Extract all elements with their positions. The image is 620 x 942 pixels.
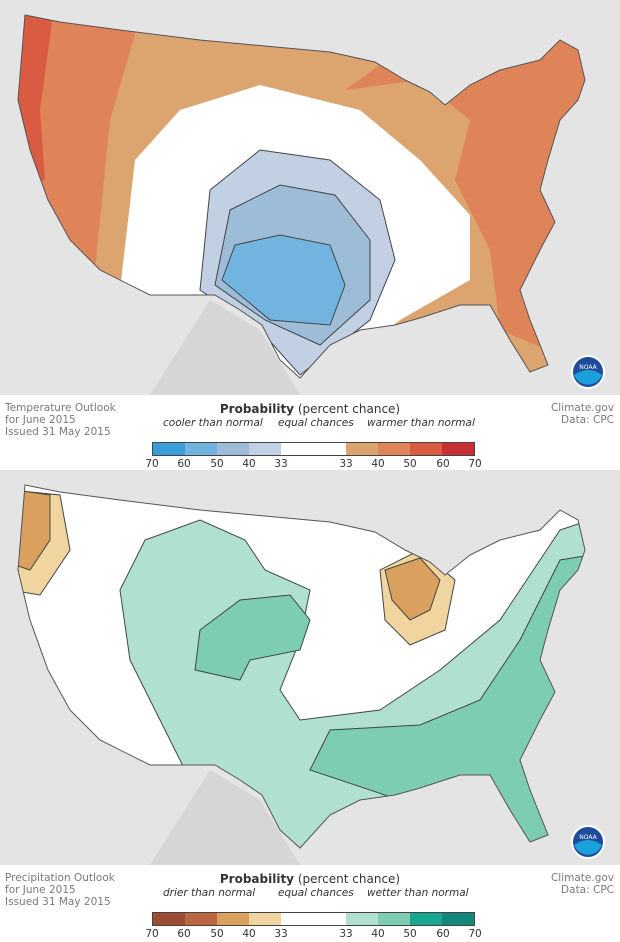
legend-swatch bbox=[377, 443, 410, 455]
drier-40-50-greatlakes bbox=[384, 557, 441, 621]
wetter-40-50-central bbox=[194, 594, 311, 681]
credit-line: Climate.gov bbox=[550, 872, 614, 884]
legend-swatch bbox=[441, 443, 474, 455]
legend-title-suffix: (percent chance) bbox=[294, 402, 401, 416]
legend-swatch bbox=[249, 443, 282, 455]
credit: Climate.gov Data: CPC bbox=[551, 402, 614, 426]
legend-swatch bbox=[409, 443, 442, 455]
legend-swatch bbox=[281, 443, 314, 455]
legend-right-label: wetter than normal bbox=[367, 887, 469, 899]
legend-left-label: drier than normal bbox=[163, 887, 256, 899]
legend-tick: 50 bbox=[403, 928, 417, 940]
legend-tick: 50 bbox=[210, 458, 224, 470]
legend-swatch bbox=[217, 913, 250, 925]
legend-ticks: 70 60 50 40 33 33 40 50 60 70 bbox=[0, 928, 620, 942]
legend-tick: 50 bbox=[210, 928, 224, 940]
warmer-50-60-west bbox=[18, 15, 55, 200]
precipitation-outlook-panel: NOAA Precipitation Outlook for June 2015 I… bbox=[0, 470, 620, 940]
info-line: Temperature Outlook bbox=[5, 402, 116, 414]
legend-tick: 60 bbox=[436, 458, 450, 470]
credit-line: Data: CPC bbox=[561, 884, 614, 896]
legend-swatch bbox=[313, 443, 346, 455]
legend-title: Probability (percent chance) bbox=[0, 872, 620, 886]
legend-tick: 33 bbox=[274, 458, 288, 470]
temperature-outlook-map bbox=[0, 0, 620, 395]
info-line: Precipitation Outlook bbox=[5, 872, 115, 884]
legend-swatch bbox=[217, 443, 250, 455]
legend-left-label: cooler than normal bbox=[163, 417, 263, 429]
outlook-info: Temperature Outlook for June 2015 Issued 3… bbox=[5, 402, 116, 438]
legend-tick: 33 bbox=[274, 928, 288, 940]
legend-tick: 40 bbox=[371, 928, 385, 940]
info-line: Issued 31 May 2015 bbox=[5, 426, 111, 438]
legend-swatch bbox=[345, 913, 378, 925]
legend-tick: 70 bbox=[468, 458, 482, 470]
legend-tick: 60 bbox=[177, 928, 191, 940]
precipitation-outlook-map bbox=[0, 470, 620, 865]
temperature-outlook-panel: NOAA Temperature Outlook for June 2015 Iss… bbox=[0, 0, 620, 470]
svg-text:NOAA: NOAA bbox=[579, 364, 597, 371]
legend-middle-label: equal chances bbox=[278, 417, 354, 429]
legend-title-main: Probability bbox=[219, 872, 295, 886]
legend-tick: 40 bbox=[242, 928, 256, 940]
legend-tick: 33 bbox=[339, 458, 353, 470]
info-line: for June 2015 bbox=[5, 884, 76, 896]
legend-swatch bbox=[185, 913, 218, 925]
legend-tick: 70 bbox=[468, 928, 482, 940]
legend-tick: 40 bbox=[371, 458, 385, 470]
legend-middle-label: equal chances bbox=[278, 887, 354, 899]
legend-swatch bbox=[153, 443, 186, 455]
svg-text:NOAA: NOAA bbox=[579, 834, 597, 841]
legend-swatch bbox=[377, 913, 410, 925]
legend-ticks: 70 60 50 40 33 33 40 50 60 70 bbox=[0, 458, 620, 472]
info-line: Issued 31 May 2015 bbox=[5, 896, 111, 908]
cooler-50-60-region bbox=[221, 234, 346, 326]
legend-title-main: Probability bbox=[219, 402, 295, 416]
legend-tick: 50 bbox=[403, 458, 417, 470]
legend-swatch bbox=[185, 443, 218, 455]
credit: Climate.gov Data: CPC bbox=[551, 872, 614, 896]
legend-colorbar bbox=[152, 442, 475, 456]
outlook-info: Precipitation Outlook for June 2015 Issued… bbox=[5, 872, 115, 908]
legend-title-suffix: (percent chance) bbox=[294, 872, 401, 886]
legend-right-label: warmer than normal bbox=[367, 417, 475, 429]
legend-swatch bbox=[345, 443, 378, 455]
legend-swatch bbox=[441, 913, 474, 925]
legend-tick: 40 bbox=[242, 458, 256, 470]
noaa-logo: NOAA bbox=[571, 355, 605, 389]
legend-swatch bbox=[313, 913, 346, 925]
legend-swatch bbox=[281, 913, 314, 925]
legend-tick: 70 bbox=[145, 458, 159, 470]
noaa-logo: NOAA bbox=[571, 825, 605, 859]
legend-swatch bbox=[153, 913, 186, 925]
legend-swatch bbox=[249, 913, 282, 925]
legend-title: Probability (percent chance) bbox=[0, 402, 620, 416]
info-line: for June 2015 bbox=[5, 414, 76, 426]
drier-40-50-northwest bbox=[18, 489, 51, 571]
legend-tick: 33 bbox=[339, 928, 353, 940]
legend-swatch bbox=[409, 913, 442, 925]
legend-colorbar bbox=[152, 912, 475, 926]
legend-tick: 60 bbox=[177, 458, 191, 470]
credit-line: Data: CPC bbox=[561, 414, 614, 426]
legend-tick: 60 bbox=[436, 928, 450, 940]
legend-tick: 70 bbox=[145, 928, 159, 940]
credit-line: Climate.gov bbox=[550, 402, 614, 414]
